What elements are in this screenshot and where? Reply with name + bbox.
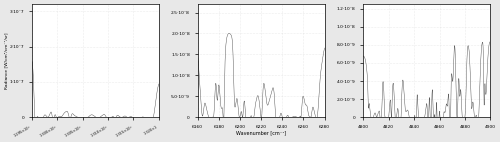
X-axis label: Wavenumber [cm⁻¹]: Wavenumber [cm⁻¹] bbox=[236, 130, 286, 135]
Y-axis label: Radiance [W/cm²/cm⁻¹/sr]: Radiance [W/cm²/cm⁻¹/sr] bbox=[4, 33, 8, 89]
